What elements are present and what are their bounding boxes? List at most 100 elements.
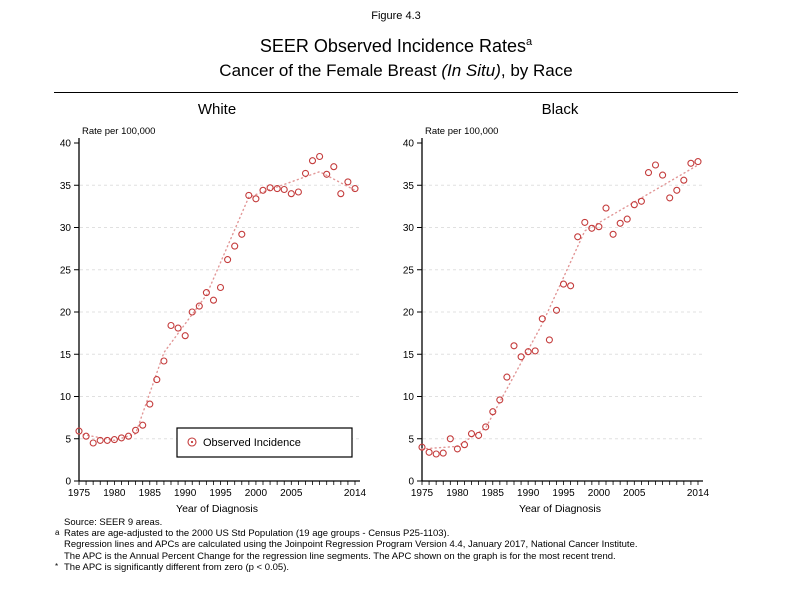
data-point-2007 (301, 169, 310, 177)
y-axis-unit-label: Rate per 100,000 (425, 126, 498, 137)
data-point-1982 (124, 432, 133, 440)
footnote-marker: a (55, 528, 60, 538)
data-point-2013 (344, 178, 352, 186)
footnote-text: Rates are age-adjusted to the 2000 US St… (64, 528, 450, 540)
footnote-joinpoint: Regression lines and APCs are calculated… (55, 539, 775, 550)
white-chart-svg: 0 5 10 15 20 25 30 35 40 1975 1980 1985 1990 1995 2000… (60, 101, 367, 515)
data-point-1988 (510, 342, 518, 350)
chart-panel-white: 0 5 10 15 20 25 30 35 40 1975 1980 1985 1990 1995 2000… (40, 98, 385, 528)
data-point-2001 (259, 186, 267, 194)
data-point-1980 (453, 445, 461, 453)
data-point-1981 (460, 441, 469, 449)
panel-title-black: Black (542, 101, 579, 118)
data-point-2014 (351, 185, 359, 193)
data-point-1986 (496, 396, 504, 404)
data-point-2005 (630, 201, 638, 209)
data-point-2008 (308, 157, 317, 165)
data-point-1995 (559, 280, 568, 288)
x-tick-label-1995: 1995 (552, 488, 575, 499)
y-tick-label-25: 25 (403, 265, 415, 276)
y-tick-label-35: 35 (403, 181, 415, 192)
footnote-text: Regression lines and APCs are calculated… (64, 539, 638, 551)
data-point-2006 (637, 197, 645, 205)
data-point-2012 (337, 190, 345, 198)
data-point-1979 (103, 436, 111, 444)
y-tick-label-35: 35 (60, 181, 72, 192)
footnotes-block: Source: SEER 9 areas. a Rates are age-adj… (55, 517, 775, 573)
data-point-2002 (266, 184, 274, 192)
panel-title-white: White (198, 101, 236, 118)
data-point-1981 (117, 434, 126, 442)
data-point-2005 (287, 190, 295, 198)
data-point-2003 (616, 219, 624, 227)
data-point-1985 (489, 408, 497, 416)
legend-box (176, 427, 353, 458)
data-point-2003 (273, 185, 281, 193)
data-point-1998 (581, 218, 589, 226)
data-point-1975 (75, 427, 83, 435)
data-point-1988 (167, 321, 175, 330)
data-point-1989 (174, 324, 182, 332)
data-point-1976 (82, 432, 90, 440)
y-tick-label-5: 5 (65, 434, 71, 445)
legend-marker-dot-icon (190, 440, 194, 444)
x-tick-label-2000: 2000 (588, 488, 611, 499)
observed-incidence-points (418, 158, 702, 458)
x-tick-label-1985: 1985 (482, 488, 505, 499)
data-point-1976 (425, 448, 433, 456)
data-point-1987 (503, 373, 511, 381)
y-tick-label-40: 40 (403, 139, 415, 150)
data-point-1977 (432, 450, 440, 458)
data-point-2009 (316, 152, 324, 161)
data-point-2007 (644, 169, 653, 177)
data-point-2000 (595, 223, 603, 231)
data-point-1991 (531, 347, 539, 355)
data-point-1986 (153, 376, 161, 384)
data-point-2013 (687, 159, 695, 167)
data-point-1990 (524, 348, 532, 356)
y-tick-label-10: 10 (60, 392, 72, 403)
data-point-1987 (160, 357, 168, 365)
legend-label: Observed Incidence (203, 437, 301, 449)
data-point-1992 (538, 315, 546, 323)
y-tick-label-30: 30 (60, 223, 72, 234)
footnote-marker (55, 550, 64, 561)
data-point-2014 (694, 158, 702, 166)
footnote-age-adjusted: a Rates are age-adjusted to the 2000 US S… (55, 528, 775, 539)
data-point-1993 (545, 336, 553, 344)
figure-title-text: SEER Observed Incidence Rates (259, 36, 526, 56)
subtitle-prefix: Cancer of the Female Breast (219, 61, 442, 80)
figure-title: SEER Observed Incidence Ratesa (0, 36, 792, 57)
footnote-marker (55, 516, 64, 527)
figure-subtitle: Cancer of the Female Breast (In Situ), b… (0, 61, 792, 81)
data-point-1980 (110, 436, 118, 444)
data-point-1978 (439, 449, 447, 457)
x-tick-label-2000: 2000 (245, 488, 268, 499)
x-tick-label-1975: 1975 (411, 488, 434, 499)
y-tick-label-15: 15 (60, 350, 72, 361)
footnote-marker: * (55, 561, 59, 571)
observed-incidence-points (75, 152, 359, 447)
x-axis-title: Year of Diagnosis (519, 503, 601, 515)
data-point-1993 (202, 289, 210, 297)
data-point-2011 (330, 163, 338, 171)
data-point-2001 (602, 204, 610, 212)
legend-marker-icon (187, 437, 197, 447)
y-tick-label-0: 0 (408, 477, 414, 488)
data-point-1998 (238, 230, 246, 238)
figure-title-footnote-marker: a (526, 36, 533, 48)
data-point-1983 (475, 431, 483, 439)
y-tick-label-15: 15 (403, 350, 415, 361)
y-tick-label-30: 30 (403, 223, 415, 234)
x-axis-title: Year of Diagnosis (176, 503, 258, 515)
x-tick-label-2005: 2005 (623, 488, 646, 499)
x-tick-label-1980: 1980 (103, 488, 126, 499)
data-point-1992 (195, 302, 203, 310)
footnote-apc-definition: The APC is the Annual Percent Change for… (55, 551, 775, 562)
data-point-1996 (567, 282, 575, 290)
y-tick-label-40: 40 (60, 139, 72, 150)
data-point-1979 (446, 435, 454, 443)
footnote-text: The APC is the Annual Percent Change for… (64, 550, 616, 562)
data-point-1984 (482, 423, 490, 431)
data-point-2000 (252, 195, 260, 203)
